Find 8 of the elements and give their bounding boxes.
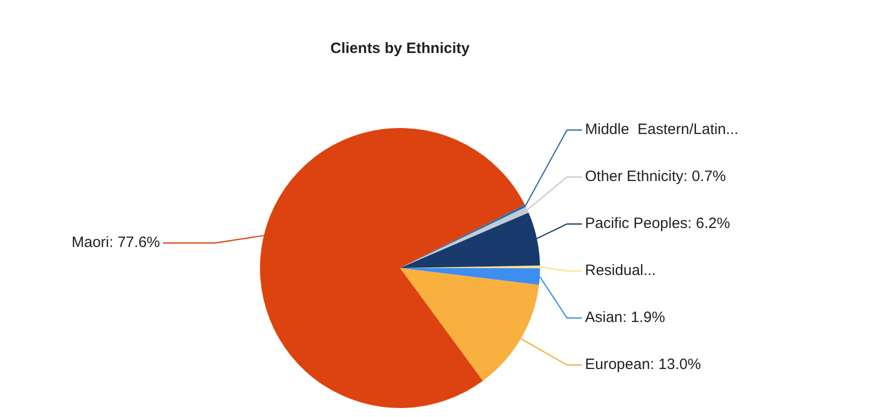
slice-label: Other Ethnicity: 0.7% xyxy=(585,168,726,186)
slice-label: Middle Eastern/Latin... xyxy=(585,121,738,138)
slice-label: Residual... xyxy=(585,262,656,280)
slice-label: Maori: 77.6% xyxy=(72,234,160,252)
chart-title: Clients by Ethnicity xyxy=(329,40,471,57)
slice-label: European: 13.0% xyxy=(585,356,701,374)
slice-label: Asian: 1.9% xyxy=(585,309,666,326)
slice-label: Pacific Peoples: 6.2% xyxy=(585,215,730,232)
